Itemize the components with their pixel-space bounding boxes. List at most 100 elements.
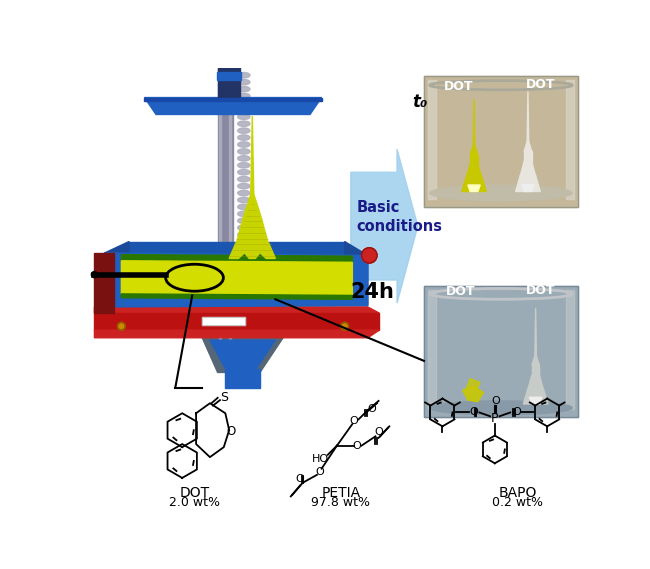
Text: DOT: DOT xyxy=(444,80,473,93)
Text: No
DOT: No DOT xyxy=(526,63,556,90)
Ellipse shape xyxy=(238,246,250,251)
Text: O: O xyxy=(296,475,304,484)
Polygon shape xyxy=(520,174,536,175)
Text: PETIA: PETIA xyxy=(321,485,360,500)
Polygon shape xyxy=(105,241,129,307)
Ellipse shape xyxy=(238,204,250,209)
Text: O: O xyxy=(352,440,361,451)
Text: O: O xyxy=(367,403,376,414)
Bar xyxy=(219,68,222,353)
Polygon shape xyxy=(470,145,478,155)
Text: t₀: t₀ xyxy=(413,93,428,111)
Polygon shape xyxy=(466,378,480,390)
Bar xyxy=(566,80,574,199)
Polygon shape xyxy=(468,185,480,192)
Ellipse shape xyxy=(238,176,250,182)
Circle shape xyxy=(341,323,348,330)
Polygon shape xyxy=(524,151,532,162)
Text: 24h: 24h xyxy=(351,282,395,302)
Bar xyxy=(202,317,244,325)
Ellipse shape xyxy=(238,121,250,126)
Text: 2.0 wt%: 2.0 wt% xyxy=(169,496,220,509)
Circle shape xyxy=(361,248,377,263)
Polygon shape xyxy=(202,338,283,373)
Polygon shape xyxy=(210,340,276,369)
Text: S: S xyxy=(220,391,228,405)
Text: O: O xyxy=(469,407,478,418)
Ellipse shape xyxy=(238,190,250,196)
Text: P: P xyxy=(491,412,499,425)
Ellipse shape xyxy=(430,185,572,201)
Polygon shape xyxy=(535,308,536,356)
Polygon shape xyxy=(524,142,532,151)
Text: O: O xyxy=(374,427,383,438)
Text: O: O xyxy=(316,467,324,477)
Circle shape xyxy=(118,323,125,330)
Polygon shape xyxy=(229,244,276,258)
Polygon shape xyxy=(243,209,261,218)
Polygon shape xyxy=(467,164,481,175)
Polygon shape xyxy=(522,184,534,192)
Polygon shape xyxy=(463,386,484,402)
Polygon shape xyxy=(144,97,322,114)
Bar xyxy=(229,68,231,353)
Ellipse shape xyxy=(238,232,250,237)
Ellipse shape xyxy=(238,156,250,161)
Ellipse shape xyxy=(238,218,250,224)
Polygon shape xyxy=(235,241,269,244)
Polygon shape xyxy=(144,97,322,101)
Ellipse shape xyxy=(238,80,250,85)
Polygon shape xyxy=(237,218,268,241)
Text: No
DOT: No DOT xyxy=(526,269,556,297)
Text: 97.8 wt%: 97.8 wt% xyxy=(311,496,370,509)
Polygon shape xyxy=(351,149,418,303)
Bar xyxy=(566,290,574,409)
Polygon shape xyxy=(466,175,482,177)
Bar xyxy=(202,317,244,325)
Polygon shape xyxy=(523,389,548,404)
Bar xyxy=(424,76,578,207)
Ellipse shape xyxy=(238,239,250,244)
Polygon shape xyxy=(94,330,380,338)
Polygon shape xyxy=(470,155,478,164)
Text: DOT: DOT xyxy=(179,485,209,500)
Polygon shape xyxy=(94,313,380,330)
Polygon shape xyxy=(122,254,352,262)
Bar xyxy=(424,286,578,417)
Bar xyxy=(424,76,578,207)
Polygon shape xyxy=(532,356,539,365)
Ellipse shape xyxy=(238,170,250,175)
Ellipse shape xyxy=(238,114,250,119)
Bar xyxy=(217,72,242,80)
Bar xyxy=(226,369,260,388)
Ellipse shape xyxy=(238,93,250,98)
Polygon shape xyxy=(94,253,114,313)
Text: Basic
conditions: Basic conditions xyxy=(356,200,442,234)
Polygon shape xyxy=(528,387,543,389)
Ellipse shape xyxy=(238,253,250,258)
Ellipse shape xyxy=(238,149,250,154)
Bar xyxy=(428,290,436,409)
Ellipse shape xyxy=(238,197,250,203)
Polygon shape xyxy=(532,365,539,375)
Polygon shape xyxy=(196,403,229,457)
Bar xyxy=(218,68,233,353)
Ellipse shape xyxy=(238,142,250,147)
Bar xyxy=(218,68,240,97)
Ellipse shape xyxy=(238,135,250,141)
Ellipse shape xyxy=(430,401,572,415)
Ellipse shape xyxy=(238,183,250,189)
Polygon shape xyxy=(122,261,352,295)
Polygon shape xyxy=(530,397,542,404)
Polygon shape xyxy=(168,413,197,447)
Text: O: O xyxy=(350,416,358,426)
Polygon shape xyxy=(515,175,540,192)
Circle shape xyxy=(92,271,98,278)
Polygon shape xyxy=(527,92,528,142)
Polygon shape xyxy=(344,241,368,306)
Ellipse shape xyxy=(238,86,250,92)
Ellipse shape xyxy=(238,225,250,230)
Polygon shape xyxy=(129,241,344,255)
Polygon shape xyxy=(246,195,259,209)
Ellipse shape xyxy=(238,107,250,113)
